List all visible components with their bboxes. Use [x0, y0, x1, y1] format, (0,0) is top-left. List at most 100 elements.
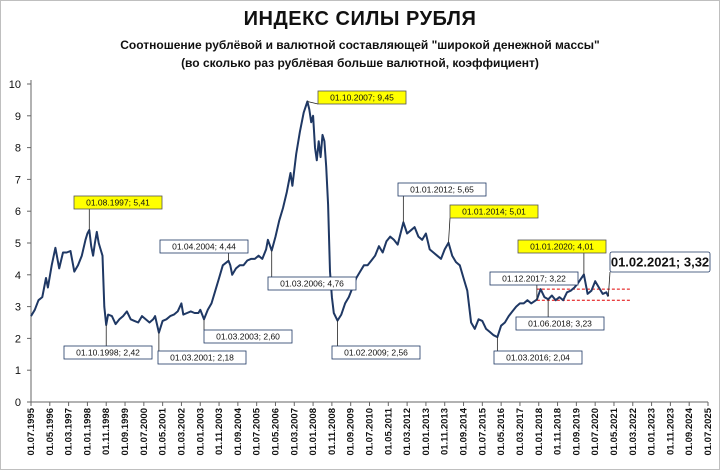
annotation: 01.01.2020; 4,01: [517, 239, 607, 275]
annotation-box: [449, 204, 539, 219]
y-axis-ticks: 0 1 2 3 4 5 6 7 8 9 10: [9, 79, 31, 409]
y-tick-label: 9: [15, 111, 21, 123]
x-tick-label: 01.01.2013: [421, 408, 432, 456]
annotation-leader: [307, 101, 319, 105]
chart-subtitle-2: (во сколько раз рублёвая больше валютной…: [181, 56, 539, 70]
y-tick-label: 6: [15, 206, 21, 218]
annotation-box: [331, 345, 421, 360]
annotation-box: [317, 90, 407, 105]
annotation-box: [73, 195, 163, 210]
reference-lines: [536, 288, 631, 301]
x-tick-label: 01.05.2001: [158, 407, 169, 455]
x-tick-label: 01.07.2005: [252, 407, 263, 455]
annotation: 01.01.2014; 5,01: [448, 204, 539, 243]
y-tick-label: 8: [15, 143, 21, 155]
x-tick-label: 01.09.2019: [571, 408, 582, 456]
annotation: 01.03.2001; 2,18: [157, 332, 247, 365]
annotation: 01.02.2009; 2,56: [331, 320, 421, 360]
chart-subtitle-1: Соотношение рублёвой и валютной составля…: [120, 38, 600, 52]
y-tick-label: 2: [15, 333, 21, 345]
annotation: 01.02.2021; 3,32: [607, 251, 711, 297]
y-tick-label: 7: [15, 174, 21, 186]
annotation-label: 01.10.2007; 9,45: [330, 92, 394, 102]
annotations-layer: 01.08.1997; 5,41 01.10.2007; 9,45 01.01.20…: [63, 90, 711, 365]
annotation-box: [515, 316, 605, 331]
y-tick-label: 3: [15, 302, 21, 314]
annotation-label: 01.08.1997; 5,41: [86, 197, 150, 207]
x-tick-label: 01.01.2003: [195, 408, 206, 456]
annotation-leader: [448, 217, 451, 243]
x-tick-label: 01.11.2013: [440, 408, 451, 455]
x-tick-label: 01.03.2017: [515, 408, 526, 456]
x-tick-label: 01.09.2009: [346, 408, 357, 456]
annotation-label: 01.03.2003; 2,60: [216, 331, 280, 341]
annotation-box: [517, 239, 607, 254]
x-tick-label: 01.07.1995: [26, 407, 37, 455]
annotation: 01.06.2018; 3,23: [515, 299, 605, 331]
annotation-box: [489, 271, 579, 286]
annotation-label: 01.01.2012; 5,65: [410, 184, 474, 194]
x-tick-label: 01.05.1996: [45, 408, 56, 456]
x-tick-label: 01.07.2010: [365, 408, 376, 456]
x-tick-label: 01.11.2003: [214, 408, 225, 455]
annotation-box: [493, 350, 583, 365]
x-tick-label: 01.09.2024: [684, 407, 695, 455]
annotation-label: 01.06.2018; 3,23: [528, 318, 592, 328]
x-tick-label: 01.07.2025: [703, 407, 714, 455]
x-tick-label: 01.07.2000: [139, 408, 150, 456]
x-tick-label: 01.11.2018: [553, 408, 564, 455]
annotation-label: 01.03.2006; 4,76: [280, 278, 344, 288]
x-tick-label: 01.09.2014: [459, 407, 470, 455]
annotation-label: 01.03.2016; 2,04: [506, 352, 570, 362]
x-tick-label: 01.01.1998: [82, 408, 93, 456]
chart-title: ИНДЕКС СИЛЫ РУБЛЯ: [243, 8, 477, 30]
x-tick-label: 01.09.1999: [120, 408, 131, 456]
annotation-box: [159, 239, 249, 254]
y-tick-label: 1: [15, 365, 21, 377]
annotation-leader: [607, 271, 611, 297]
x-tick-label: 01.09.2004: [233, 407, 244, 455]
series-layer: [30, 100, 610, 339]
x-tick-label: 01.05.2011: [383, 407, 394, 455]
annotation-box: [203, 329, 293, 344]
x-tick-label: 01.11.2023: [665, 408, 676, 455]
x-tick-label: 01.05.2016: [496, 408, 507, 456]
x-tick-label: 01.03.2007: [289, 408, 300, 456]
annotation-label: 01.02.2009; 2,56: [344, 347, 408, 357]
x-tick-label: 01.07.2020: [590, 408, 601, 456]
annotation-label: 01.01.2020; 4,01: [530, 241, 594, 251]
y-tick-label: 10: [9, 79, 21, 91]
series-line: [30, 100, 610, 339]
annotation: 01.10.2007; 9,45: [307, 90, 407, 105]
annotation-label: 01.01.2014; 5,01: [462, 206, 526, 216]
annotation-label: 01.03.2001; 2,18: [170, 352, 234, 362]
x-tick-label: 01.01.2023: [647, 408, 658, 456]
annotation: 01.04.2004; 4,44: [159, 239, 249, 261]
y-tick-label: 4: [15, 270, 21, 282]
annotation: 01.12.2017; 3,22: [489, 271, 579, 300]
annotation: 01.01.2012; 5,65: [397, 182, 487, 223]
x-tick-label: 01.03.2002: [176, 408, 187, 456]
y-tick-label: 0: [15, 397, 21, 409]
annotation: 01.03.2016; 2,04: [493, 337, 583, 365]
annotation: 01.08.1997; 5,41: [73, 195, 163, 230]
x-tick-label: 01.01.2018: [534, 408, 545, 456]
x-tick-label: 01.03.2012: [402, 408, 413, 456]
x-tick-label: 01.07.2015: [477, 407, 488, 455]
annotation-box: [157, 350, 247, 365]
x-tick-label: 01.03.1997: [64, 408, 75, 456]
annotation: 01.10.1998; 2,42: [63, 325, 153, 360]
x-axis-ticks: 01.07.1995 01.05.1996 01.03.1997 01.01.1998…: [26, 402, 714, 456]
annotation-label: 01.12.2017; 3,22: [502, 273, 566, 283]
annotation-label: 01.04.2004; 4,44: [172, 241, 236, 251]
x-tick-label: 01.11.2008: [327, 408, 338, 455]
annotation-box: [63, 345, 153, 360]
annotation-box: [397, 182, 487, 197]
annotation-label: 01.02.2021; 3,32: [611, 255, 709, 270]
annotation-box: [267, 276, 357, 291]
annotation: 01.03.2003; 2,60: [203, 319, 293, 344]
x-tick-label: 01.01.2008: [308, 408, 319, 456]
x-tick-label: 01.03.2022: [628, 408, 639, 456]
